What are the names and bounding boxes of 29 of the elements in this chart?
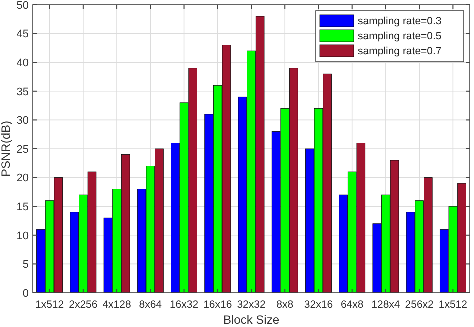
y-tick-label: 35	[16, 86, 29, 98]
y-tick-label: 0	[22, 288, 29, 300]
x-tick-label: 2x256	[69, 299, 98, 311]
legend-label: sampling rate=0.5	[358, 30, 442, 43]
y-tick-label: 30	[16, 115, 29, 128]
y-tick-label: 20	[16, 172, 29, 185]
x-tick-label: 4x128	[102, 299, 132, 311]
y-tick-label: 15	[16, 201, 29, 214]
x-tick-label: 16x32	[170, 299, 199, 311]
x-tick-label: 1x512	[438, 299, 468, 311]
y-tick-label: 5	[22, 259, 29, 272]
y-tick-label: 25	[16, 144, 29, 156]
x-tick-label: 16x16	[204, 299, 232, 311]
y-axis-title: PSNR(dB)	[0, 120, 13, 178]
y-tick-label: 45	[16, 28, 29, 41]
x-tick-label: 1x512	[36, 299, 64, 311]
legend-label: sampling rate=0.3	[358, 16, 442, 28]
x-tick-label: 128x4	[372, 299, 400, 311]
y-tick-label: 10	[16, 230, 29, 242]
legend-label: sampling rate=0.7	[358, 46, 442, 58]
x-tick-label: 32x16	[304, 299, 334, 311]
x-tick-label: 256x2	[405, 299, 434, 311]
x-tick-label: 64x8	[340, 299, 364, 311]
y-tick-label: 50	[16, 0, 29, 12]
x-axis-title: Block Size	[223, 313, 280, 327]
y-tick-label: 40	[16, 57, 29, 70]
x-tick-label: 32x32	[237, 299, 266, 311]
x-tick-label: 8x8	[276, 299, 294, 311]
x-tick-label: 8x64	[139, 299, 162, 311]
